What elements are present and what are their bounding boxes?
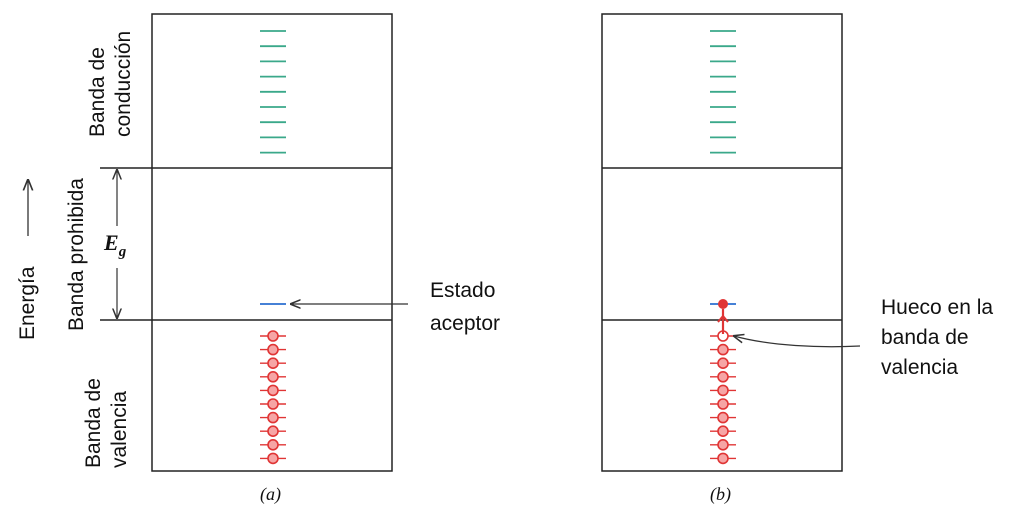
panel-a: Estado aceptor (a) — [100, 13, 501, 505]
conduction-band-label-2: conducción — [112, 31, 135, 137]
electron-icon — [267, 438, 279, 451]
gap-indicator: Eg — [102, 170, 134, 318]
electron-icon — [267, 452, 279, 465]
panel-b-frame — [601, 13, 843, 472]
panel-a-conduction-levels — [260, 30, 286, 154]
region-labels: Banda de conducción Banda prohibida Band… — [65, 31, 135, 468]
electron-icon — [717, 384, 729, 397]
panel-b-caption: (b) — [710, 484, 731, 505]
panel-b-valence-electrons — [710, 330, 736, 465]
electron-icon — [717, 398, 729, 410]
electron-icon — [717, 343, 729, 356]
electron-icon — [717, 452, 729, 465]
forbidden-band-label: Banda prohibida — [65, 178, 88, 331]
electron-icon — [267, 411, 279, 424]
energy-axis: Energía — [16, 180, 39, 340]
electron-icon — [267, 357, 279, 370]
valence-band-label: Banda de — [82, 378, 105, 468]
panel-a-caption: (a) — [260, 484, 281, 505]
gap-symbol: Eg — [103, 230, 127, 260]
electron-icon — [717, 411, 729, 424]
panel-b: Hueco en la banda de valencia (b) — [601, 13, 999, 505]
electron-icon — [267, 370, 279, 383]
electron-icon — [267, 398, 279, 410]
electron-icon — [267, 343, 279, 356]
hole-label: Hueco en la banda de valencia — [881, 296, 999, 379]
energy-label: Energía — [16, 266, 39, 340]
valence-band-label-2: valencia — [108, 391, 131, 468]
panel-a-valence-electrons — [260, 330, 286, 465]
electron-icon — [267, 425, 279, 438]
conduction-band-label: Banda de — [86, 47, 109, 137]
panel-b-conduction-levels — [710, 30, 736, 154]
electron-icon — [717, 357, 729, 370]
pointer-arrow-icon — [734, 336, 861, 348]
acceptor-state-label: Estado aceptor — [430, 279, 501, 335]
electron-icon — [267, 330, 279, 342]
electron-icon — [717, 438, 729, 451]
electron-icon — [717, 370, 729, 383]
electron-icon — [718, 299, 728, 309]
electron-icon — [267, 384, 279, 397]
panel-a-frame — [151, 13, 393, 472]
electron-icon — [717, 425, 729, 438]
